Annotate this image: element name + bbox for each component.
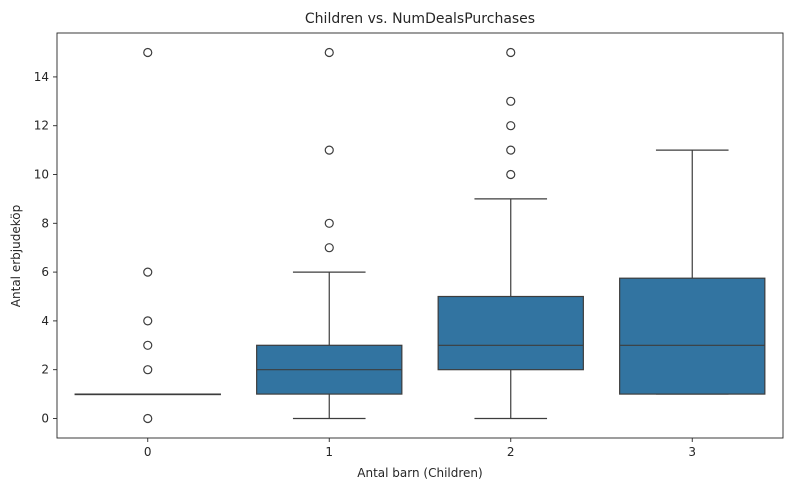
y-tick-label-2: 2 <box>41 363 49 377</box>
box-2-iqr <box>437 295 584 371</box>
y-tick-label-8: 8 <box>41 216 49 230</box>
x-tick-label-3: 3 <box>688 445 696 459</box>
box-1-outlier-3 <box>324 47 334 58</box>
chart-title: Children vs. NumDealsPurchases <box>305 11 535 27</box>
box-0-outlier-0 <box>143 413 153 424</box>
y-tick-label-12: 12 <box>34 119 49 133</box>
box-0-outlier-4 <box>143 267 153 277</box>
box-0-outlier-3 <box>143 316 153 326</box>
y-tick-label-14: 14 <box>34 70 49 84</box>
box-0-outlier-5 <box>143 47 153 58</box>
x-tick-label-0: 0 <box>144 445 152 459</box>
y-axis-label: Antal erbjudeköp <box>9 205 23 307</box>
box-0-outlier-1 <box>143 365 153 375</box>
x-axis-label: Antal barn (Children) <box>357 466 482 480</box>
x-tick-label-1: 1 <box>325 445 333 459</box>
box-1-outlier-2 <box>324 145 334 155</box>
box-2-outlier-2 <box>506 121 516 131</box>
y-tick-label-0: 0 <box>41 411 49 425</box>
box-1-outlier-1 <box>324 218 334 228</box>
y-tick-label-6: 6 <box>41 265 49 279</box>
x-tick-label-2: 2 <box>507 445 515 459</box>
y-tick-label-4: 4 <box>41 314 49 328</box>
box-2-outlier-1 <box>506 145 516 155</box>
box-3-iqr <box>619 277 766 395</box>
box-2-outlier-0 <box>506 169 516 180</box>
plot-frame <box>56 32 784 439</box>
box-2-outlier-4 <box>506 47 516 58</box>
box-0-outlier-2 <box>143 340 153 350</box>
box-2-outlier-3 <box>506 96 516 106</box>
box-1-outlier-0 <box>324 243 334 253</box>
y-tick-label-10: 10 <box>34 168 49 182</box>
